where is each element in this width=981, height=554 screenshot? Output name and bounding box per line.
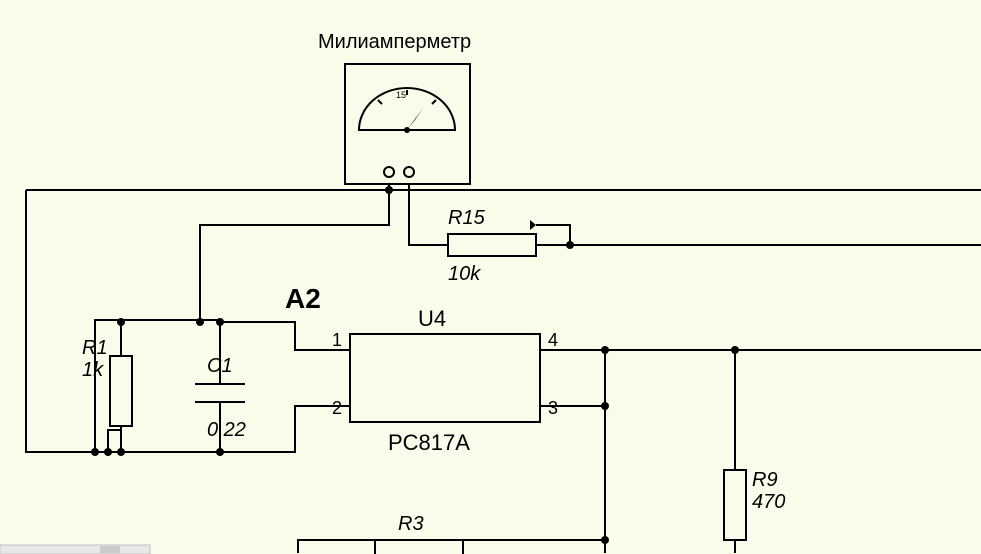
junction-node: [117, 448, 125, 456]
junction-node: [196, 318, 204, 326]
junction-node: [731, 346, 739, 354]
scrollbar-fragment: [0, 545, 150, 554]
pin-1-label: 1: [332, 330, 342, 350]
pin-2-label: 2: [332, 398, 342, 418]
pin-4-label: 4: [548, 330, 558, 350]
meter-scale-label: 15: [396, 90, 406, 100]
junction-node: [601, 346, 609, 354]
meter-pivot: [404, 127, 410, 133]
junction-node: [91, 448, 99, 456]
background: [0, 0, 981, 554]
label-R9-ref: R9: [752, 469, 778, 491]
label-R9-value: 470: [752, 491, 785, 513]
junction-node: [566, 241, 574, 249]
label-C1-value: 0.22: [207, 419, 246, 441]
label-R1-ref: R1: [82, 337, 108, 359]
label-R1-value: 1k: [82, 359, 104, 381]
junction-node: [385, 186, 393, 194]
circuit-schematic: Милиамперметр 15 R15 10k U4 PC817A 1 2 3…: [0, 0, 981, 554]
junction-node: [104, 448, 112, 456]
pin-3-label: 3: [548, 398, 558, 418]
junction-node: [216, 448, 224, 456]
junction-node: [601, 536, 609, 544]
label-R15-ref: R15: [448, 207, 486, 229]
junction-node: [216, 318, 224, 326]
label-U4-ref: U4: [418, 306, 446, 331]
scrollbar-thumb: [100, 546, 120, 553]
block-label-A2: A2: [285, 283, 321, 314]
label-R3-ref: R3: [398, 513, 424, 535]
label-R15-value: 10k: [448, 263, 481, 285]
label-U4-value: PC817A: [388, 430, 470, 455]
label-C1-ref: C1: [207, 355, 233, 377]
junction-node: [117, 318, 125, 326]
meter-title: Милиамперметр: [318, 31, 471, 53]
junction-node: [601, 402, 609, 410]
